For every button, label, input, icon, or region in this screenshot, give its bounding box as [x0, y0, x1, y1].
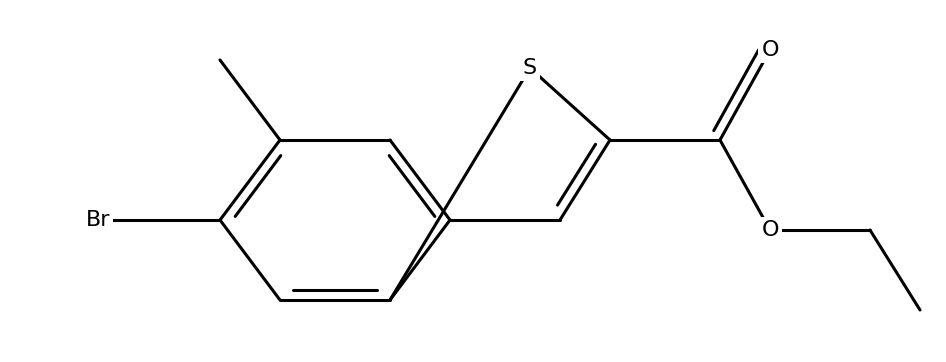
- Text: S: S: [523, 58, 537, 78]
- Text: O: O: [762, 40, 779, 60]
- Text: Br: Br: [85, 210, 110, 230]
- Text: O: O: [762, 220, 779, 240]
